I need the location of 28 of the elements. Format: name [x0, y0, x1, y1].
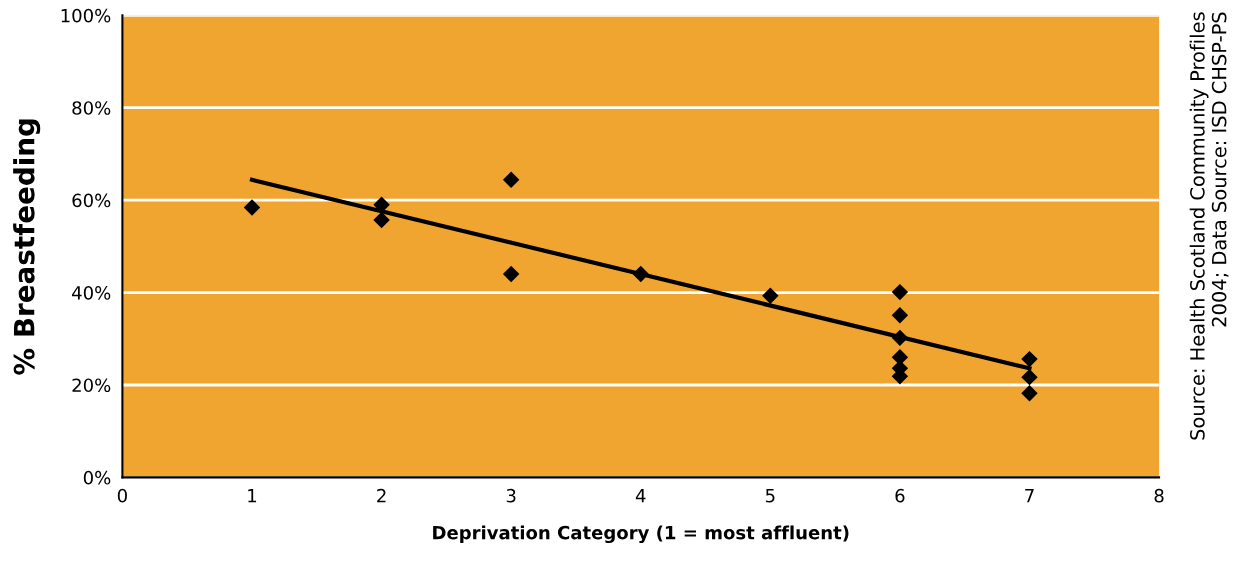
x-tick-label: 7	[1025, 489, 1034, 503]
point	[891, 283, 909, 301]
x-tick-label: 2	[377, 488, 386, 503]
point	[762, 287, 779, 305]
point	[502, 265, 520, 283]
x-tick-label: 5	[765, 489, 775, 503]
y-tick-label: 40%	[72, 286, 111, 300]
point	[891, 307, 909, 324]
point	[502, 171, 520, 189]
x-tick-label: 0	[117, 488, 127, 503]
x-tick-label: 3	[506, 488, 516, 503]
point	[1021, 385, 1038, 402]
y-tick-label: 20%	[72, 378, 111, 393]
y-tick-label: 80%	[72, 101, 111, 115]
x-tick-label: 1	[248, 489, 257, 503]
x-axis-title: Deprivation Category (1 = most affluent)	[433, 525, 849, 544]
y-tick-label: 100%	[61, 8, 111, 23]
point	[1021, 368, 1038, 386]
point	[373, 211, 390, 229]
y-axis-title: % Breastfeeding	[13, 119, 41, 375]
y-tick-label: 60%	[72, 193, 111, 208]
x-tick-label: 4	[635, 489, 646, 503]
x-tick-label: 6	[895, 488, 905, 503]
source-note: Source: Health Scotland Community Profiles 2004; Data Source: ISD CHSP-PS	[1189, 12, 1229, 440]
point	[243, 199, 261, 216]
y-tick-label: 0%	[83, 470, 111, 485]
x-tick-label: 8	[1154, 488, 1164, 503]
point	[1021, 350, 1038, 368]
